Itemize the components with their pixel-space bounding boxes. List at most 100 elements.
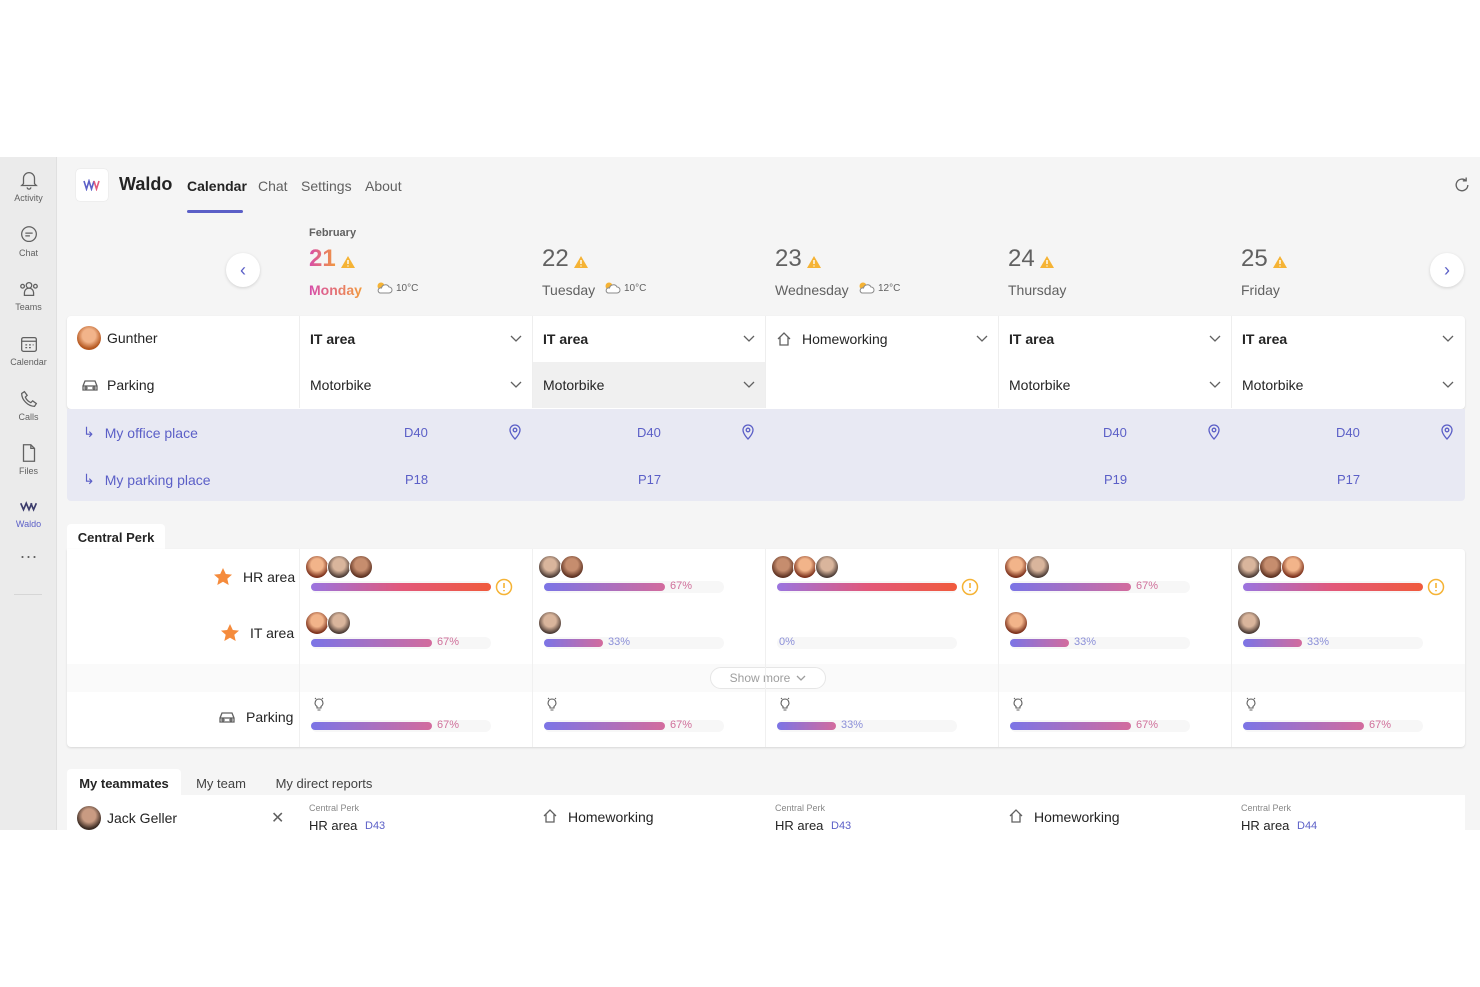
chevron-down-icon xyxy=(510,331,522,343)
rail-activity[interactable]: Activity xyxy=(0,163,57,213)
rail-more[interactable]: ··· xyxy=(0,547,57,599)
subitem-arrow-icon: ↳ xyxy=(83,471,95,487)
tab-settings[interactable]: Settings xyxy=(301,178,352,194)
teams-icon xyxy=(19,281,38,297)
attendee-avatars[interactable] xyxy=(538,611,562,635)
show-more-label: Show more xyxy=(729,671,791,685)
location-pin-icon[interactable] xyxy=(741,424,755,440)
user-name: Gunther xyxy=(107,330,158,346)
it-occupancy-bar-percent: 33% xyxy=(608,636,631,648)
hr-occupancy-bar-percent: 67% xyxy=(670,580,693,592)
office-desk-value[interactable]: D40 xyxy=(1103,425,1127,440)
office-desk-value[interactable]: D40 xyxy=(1336,425,1360,440)
rail-divider xyxy=(14,594,42,595)
avatar[interactable] xyxy=(1237,555,1261,579)
parking-occupancy-bar-track xyxy=(311,720,491,732)
day-number: 21 xyxy=(309,245,336,272)
hr-occupancy-bar-track xyxy=(311,581,491,593)
location-select[interactable]: IT area xyxy=(299,316,532,362)
avatar[interactable] xyxy=(1004,611,1028,635)
avatar[interactable] xyxy=(771,555,795,579)
location-value: IT area xyxy=(543,331,589,347)
rail-label: Activity xyxy=(14,193,43,203)
attendee-avatars[interactable] xyxy=(305,555,373,579)
avatar[interactable] xyxy=(1281,555,1305,579)
avatar[interactable] xyxy=(1259,555,1283,579)
parking-select[interactable]: Motorbike xyxy=(1231,362,1464,408)
avatar[interactable] xyxy=(349,555,373,579)
tab-about[interactable]: About xyxy=(365,178,402,194)
hr-occupancy-bar-percent: 67% xyxy=(1136,580,1159,592)
hr-occupancy-bar-track xyxy=(1010,581,1190,593)
tab-my-teammates[interactable]: My teammates xyxy=(67,769,181,797)
tab-chat[interactable]: Chat xyxy=(258,178,288,194)
attendee-avatars[interactable] xyxy=(1237,555,1305,579)
avatar[interactable] xyxy=(815,555,839,579)
parking-light-icon xyxy=(1012,697,1024,711)
attendee-avatars[interactable] xyxy=(538,555,584,579)
parking-place-row: ↳ My parking place xyxy=(83,471,211,488)
avatar[interactable] xyxy=(538,555,562,579)
avatar[interactable] xyxy=(305,555,329,579)
hr-occupancy-bar-fill xyxy=(777,583,957,591)
avatar[interactable] xyxy=(538,611,562,635)
refresh-icon[interactable] xyxy=(1452,175,1472,195)
location-select[interactable]: Homeworking xyxy=(765,316,998,362)
avatar[interactable] xyxy=(327,555,351,579)
tab-calendar[interactable]: Calendar xyxy=(187,178,247,194)
attendee-avatars[interactable] xyxy=(1004,611,1028,635)
previous-week-button[interactable]: ‹ xyxy=(226,253,260,287)
tab-my-direct-reports[interactable]: My direct reports xyxy=(275,775,373,791)
parking-select[interactable]: Motorbike xyxy=(532,362,765,408)
show-more-button[interactable]: Show more xyxy=(710,667,826,689)
attendee-avatars[interactable] xyxy=(771,555,839,579)
parking-value: Motorbike xyxy=(543,377,605,393)
attendee-avatars[interactable] xyxy=(1237,611,1261,635)
rail-teams[interactable]: Teams xyxy=(0,272,57,322)
rail-calendar[interactable]: Calendar xyxy=(0,327,57,377)
subitem-arrow-icon: ↳ xyxy=(83,424,95,440)
parking-select[interactable]: Motorbike xyxy=(299,362,532,408)
parking-select[interactable]: Motorbike xyxy=(998,362,1231,408)
site-tab-central-perk[interactable]: Central Perk xyxy=(67,524,165,550)
location-pin-icon[interactable] xyxy=(508,424,522,440)
remove-teammate-button[interactable]: ✕ xyxy=(271,808,284,828)
car-icon xyxy=(82,380,98,391)
star-icon[interactable] xyxy=(213,567,233,587)
location-pin-icon[interactable] xyxy=(1440,424,1454,440)
rail-calls[interactable]: Calls xyxy=(0,382,57,432)
office-desk-value[interactable]: D40 xyxy=(637,425,661,440)
parking-occupancy-bar-percent: 67% xyxy=(1369,719,1392,731)
star-icon[interactable] xyxy=(220,623,240,643)
avatar[interactable] xyxy=(1026,555,1050,579)
rail-chat[interactable]: Chat xyxy=(0,218,57,268)
rail-label: Calendar xyxy=(10,357,47,367)
avatar[interactable] xyxy=(327,611,351,635)
attendee-avatars[interactable] xyxy=(1004,555,1050,579)
avatar[interactable] xyxy=(1237,611,1261,635)
homeworking-label: Homeworking xyxy=(1034,809,1120,825)
rail-files[interactable]: Files xyxy=(0,436,57,486)
close-icon: ✕ xyxy=(271,810,285,827)
temperature: 10°C xyxy=(624,282,647,294)
office-desk-value[interactable]: D40 xyxy=(404,425,428,440)
rail-label: Waldo xyxy=(15,519,42,529)
chevron-down-icon xyxy=(1209,331,1221,343)
location-select[interactable]: IT area xyxy=(532,316,765,362)
it-occupancy-bar-percent: 67% xyxy=(437,636,460,648)
avatar[interactable] xyxy=(560,555,584,579)
location-select[interactable]: IT area xyxy=(998,316,1231,362)
location-select[interactable]: IT area xyxy=(1231,316,1464,362)
avatar[interactable] xyxy=(1004,555,1028,579)
location-pin-icon[interactable] xyxy=(1207,424,1221,440)
tab-my-team[interactable]: My team xyxy=(196,775,246,791)
location-value: IT area xyxy=(1009,331,1055,347)
location-value: IT area xyxy=(310,331,356,347)
parking-occupancy-bar-percent: 33% xyxy=(841,719,864,731)
area-name: IT area xyxy=(250,625,295,641)
avatar[interactable] xyxy=(793,555,817,579)
rail-waldo[interactable]: Waldo xyxy=(0,489,57,539)
next-week-button[interactable]: › xyxy=(1430,253,1464,287)
attendee-avatars[interactable] xyxy=(305,611,351,635)
avatar[interactable] xyxy=(305,611,329,635)
